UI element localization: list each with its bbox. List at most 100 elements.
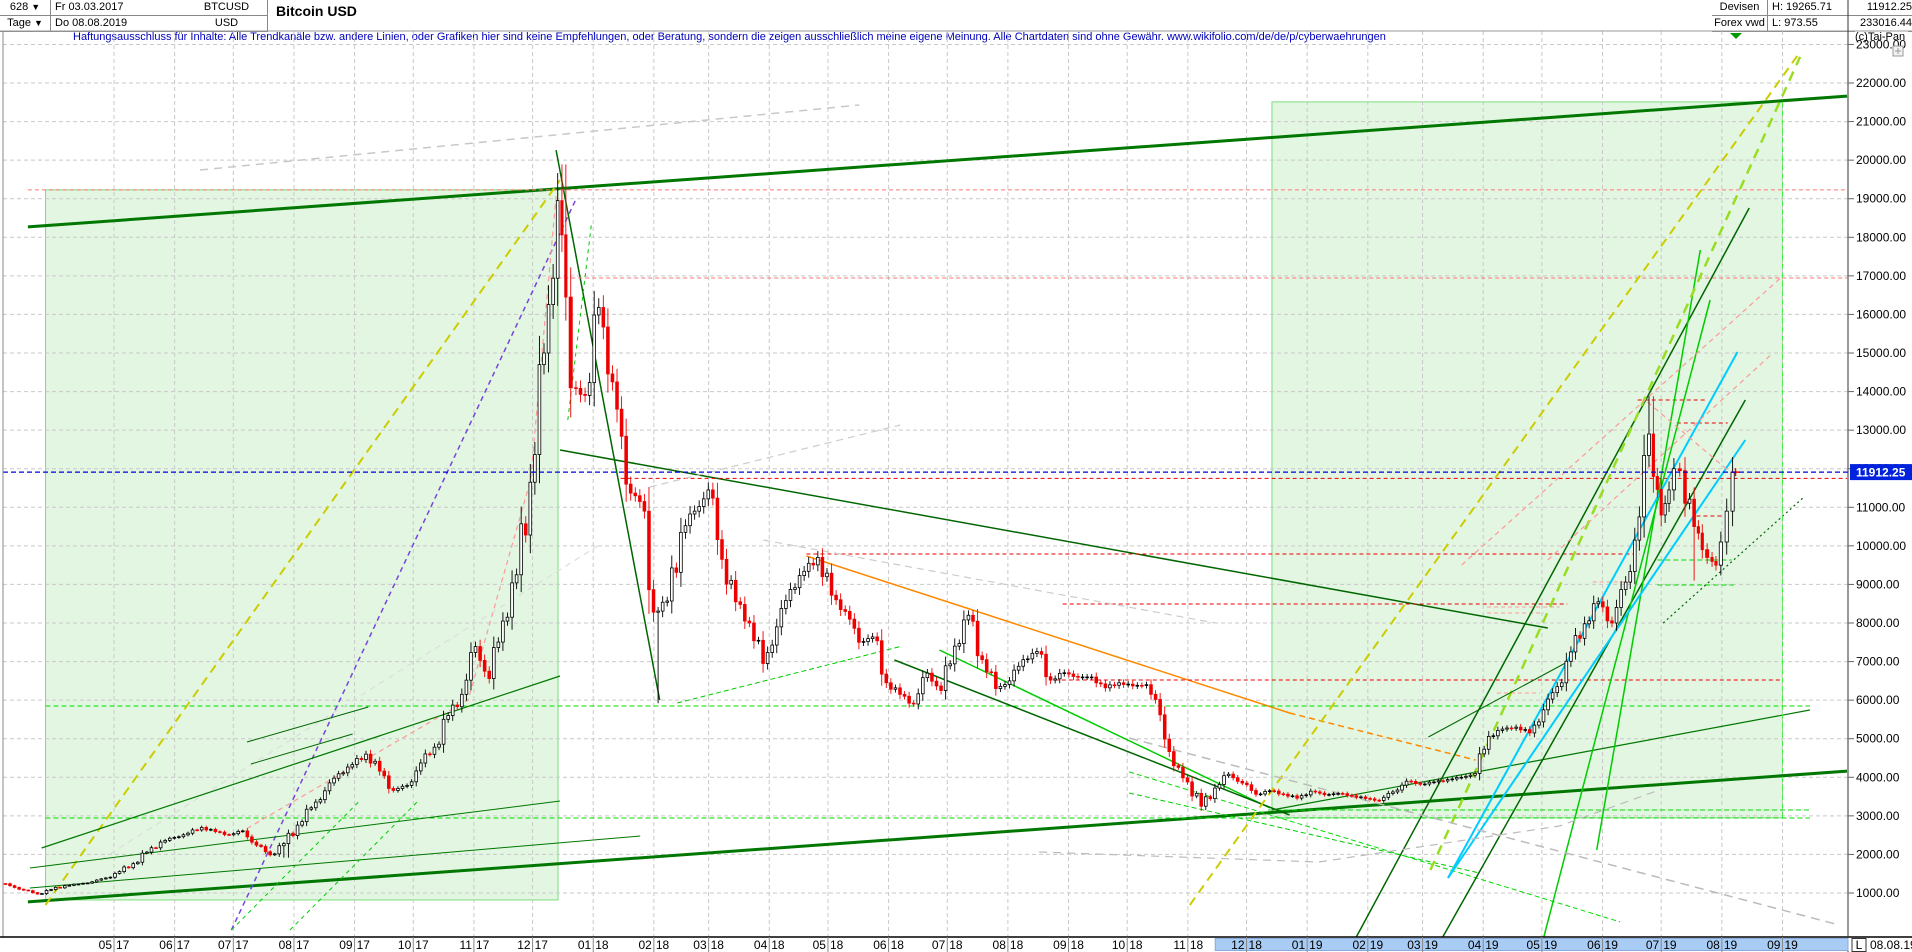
candle-up — [692, 510, 697, 515]
candle-down — [1067, 672, 1071, 675]
candle-up — [779, 608, 784, 628]
candle-down — [1509, 727, 1514, 730]
candle-up — [793, 587, 797, 590]
candle-up — [300, 821, 304, 826]
greenyellow-dashed — [1429, 56, 1802, 871]
x-label-year: 17 — [235, 938, 249, 952]
cyan-channel-1 — [1447, 351, 1739, 879]
plot-area — [0, 31, 1848, 937]
y-label: 21000.00 — [1856, 115, 1906, 129]
x-label-month: 05 — [99, 938, 113, 952]
candle-down — [834, 594, 838, 601]
candle-down — [0, 882, 2, 883]
candle-up — [49, 889, 53, 891]
candle-down — [1094, 676, 1099, 684]
candle-down — [1039, 651, 1044, 655]
candle-down — [838, 599, 843, 610]
candle-down — [1372, 798, 1377, 801]
candle-up — [921, 677, 925, 695]
candle-up — [117, 871, 122, 874]
candle-up — [1359, 796, 1363, 799]
candle-up — [400, 785, 405, 789]
candle-down — [574, 387, 578, 389]
candle-up — [1537, 721, 1541, 726]
candle-up — [537, 364, 542, 455]
candle-down — [889, 682, 893, 690]
candle-up — [350, 764, 355, 768]
candle-down — [1318, 791, 1322, 794]
candle-up — [1080, 676, 1085, 679]
candle-up — [551, 277, 555, 305]
candle-up — [492, 647, 496, 679]
yellow-dashed-left — [44, 179, 561, 906]
candle-up — [683, 525, 688, 533]
candle-up — [231, 833, 236, 836]
candle-down — [560, 200, 564, 236]
x-label-month: 10 — [398, 938, 412, 952]
candle-up — [496, 641, 501, 648]
candle-up — [1687, 498, 1692, 504]
x-label-month: 11 — [459, 938, 472, 952]
pink-parabolic — [238, 195, 557, 834]
yellow-dashed-right — [1188, 51, 1801, 906]
candle-up — [1007, 680, 1012, 685]
candle-down — [1363, 796, 1368, 799]
candle-up — [167, 837, 172, 841]
green-dash-bl-1 — [231, 799, 361, 931]
candle-down — [254, 841, 259, 846]
candles — [0, 164, 1735, 895]
x-label-year: 19 — [1784, 938, 1798, 952]
candle-down — [8, 883, 12, 887]
candle-up — [432, 746, 437, 755]
bars-count-dropdown[interactable]: 628 ▼ — [0, 0, 51, 16]
candle-up — [464, 679, 469, 695]
candle-down — [902, 693, 907, 697]
candle-up — [1718, 541, 1723, 566]
candle-up — [1258, 793, 1263, 796]
x-label-year: 18 — [830, 938, 844, 952]
candle-up — [373, 760, 377, 764]
x-label-month: 12 — [517, 938, 531, 952]
copyright-label: (c)Tai-Pan — [1855, 31, 1909, 43]
x-label-month: 02 — [1352, 938, 1366, 952]
date-from: Fr 03.03.2017 — [51, 0, 190, 16]
candle-down — [1231, 773, 1235, 779]
candle-up — [309, 807, 314, 810]
candle-up — [788, 589, 793, 601]
y-label: 8000.00 — [1856, 616, 1900, 630]
candle-up — [241, 830, 245, 833]
y-label: 15000.00 — [1856, 346, 1906, 360]
gray-old-diagonal — [99, 544, 600, 861]
candle-up — [1642, 455, 1646, 518]
x-label-month: 06 — [159, 938, 173, 952]
candle-up — [1030, 652, 1035, 660]
last-price: 11912.25 — [1856, 0, 1912, 16]
candle-up — [1021, 659, 1025, 667]
candle-up — [697, 506, 701, 512]
candle-up — [952, 645, 957, 665]
candle-down — [35, 892, 40, 895]
candle-down — [578, 387, 583, 395]
x-label-year: 19 — [1724, 938, 1738, 952]
candle-up — [514, 574, 519, 584]
candle-down — [1340, 793, 1345, 795]
candle-down — [1700, 532, 1704, 551]
projection-box-2017 — [45, 189, 559, 901]
candle-down — [1176, 765, 1181, 768]
candle-down — [21, 888, 26, 891]
candle-up — [816, 557, 820, 566]
period-dropdown[interactable]: Tage ▼ — [0, 16, 51, 32]
expand-icon-glyph — [1895, 48, 1901, 54]
candle-down — [1601, 601, 1605, 608]
candle-down — [875, 636, 879, 642]
x-label-month: 12 — [1231, 938, 1245, 952]
y-label: 3000.00 — [1856, 809, 1900, 823]
candle-up — [1062, 672, 1067, 674]
candle-down — [382, 770, 387, 777]
channel-top — [27, 94, 1848, 229]
candle-up — [396, 788, 400, 791]
y-label: 18000.00 — [1856, 230, 1906, 244]
candle-down — [58, 886, 62, 889]
candle-up — [665, 600, 669, 603]
candle-up — [1573, 635, 1578, 653]
